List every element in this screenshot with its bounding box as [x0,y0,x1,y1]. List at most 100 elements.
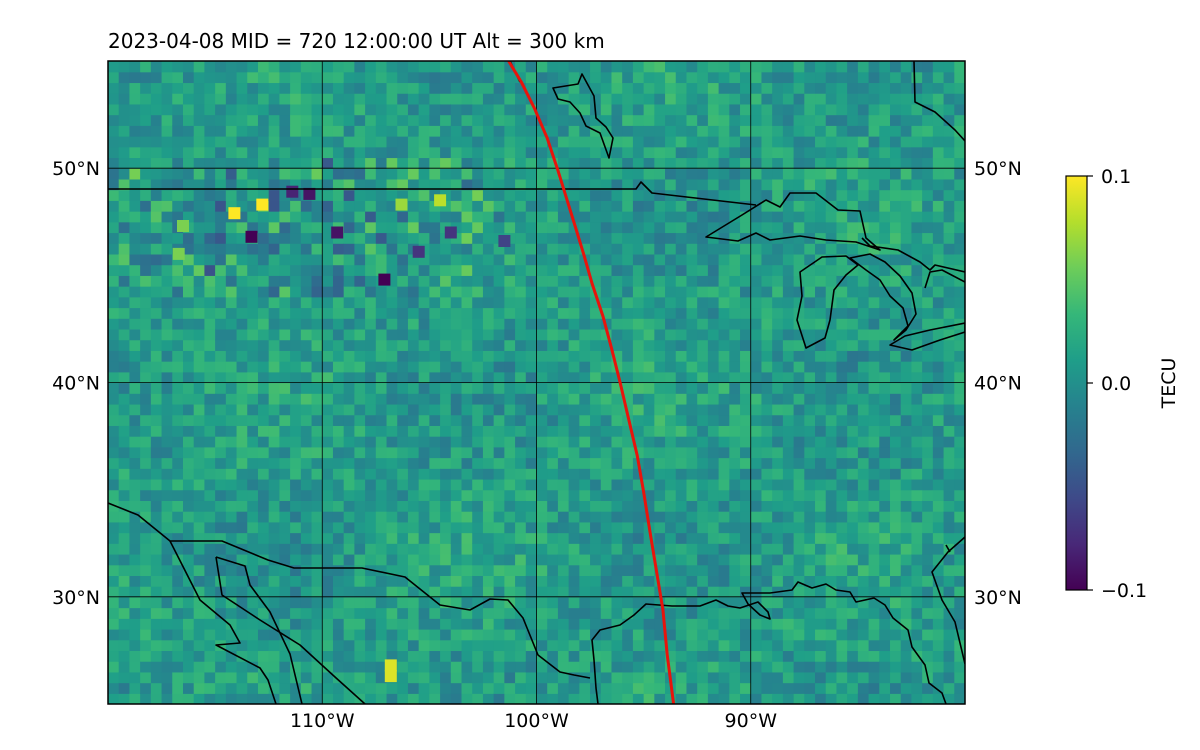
heatmap-cell [782,693,795,704]
heatmap-cell [375,618,388,630]
heatmap-cell [290,618,302,630]
heatmap-cell [632,414,645,426]
heatmap-cell [397,511,409,523]
heatmap-cell [407,403,420,416]
heatmap-cell [118,425,131,437]
heatmap-cell [900,318,913,330]
heatmap-cell [922,521,934,534]
heatmap-cell [365,650,377,662]
heatmap-cell [407,446,420,459]
heatmap-cell [354,136,366,148]
heatmap-cell [718,500,730,512]
heatmap-cell [354,361,366,373]
heatmap-cell [311,157,323,169]
heatmap-cell [761,500,773,512]
heatmap-cell [429,425,441,437]
heatmap-cell [782,511,795,523]
heatmap-cell [247,200,259,212]
heatmap-cell [407,211,420,223]
heatmap-cell [686,125,698,137]
heatmap-cell [311,639,323,652]
heatmap-cell [761,607,773,619]
heatmap-cell [954,371,965,384]
heatmap-cell [761,211,773,223]
heatmap-cell [515,628,527,641]
heatmap-cell [493,371,505,384]
heatmap-cell [932,457,945,469]
heatmap-cell [268,61,280,73]
heatmap-cell [257,189,270,201]
heatmap-cell [257,403,270,416]
heatmap-cell [247,500,259,512]
heatmap-cell [225,682,238,694]
heatmap-cell [482,200,495,212]
heatmap-cell [193,93,206,105]
heatmap-cell [686,532,698,544]
heatmap-cell [611,221,623,234]
heatmap-cell [354,393,366,405]
heatmap-cell [525,478,538,491]
heatmap-cell [568,93,580,105]
heatmap-cell [407,178,420,191]
heatmap-cell [118,136,131,148]
heatmap-cell [322,671,334,684]
heatmap-cell [493,189,505,201]
heatmap-cell [954,136,965,148]
heatmap-cell [236,564,248,576]
heatmap-cell [418,650,430,662]
heatmap-cell [547,232,559,244]
heatmap-cell [740,575,752,587]
heatmap-cell [890,82,902,94]
heatmap-cell [782,543,795,555]
heatmap-cell [718,361,730,373]
heatmap-cell [290,607,302,619]
heatmap-cell [515,425,527,437]
heatmap-cell [118,275,131,287]
heatmap-cell [322,393,334,405]
heatmap-cell [622,328,634,341]
heatmap-cell [750,211,763,223]
heatmap-cell [922,125,934,137]
heatmap-cell [654,543,666,555]
heatmap-cell [718,232,730,244]
heatmap-cell [568,650,580,662]
heatmap-cell [654,114,666,126]
heatmap-cell [836,339,848,351]
heatmap-cell [311,543,323,555]
heatmap-cell [429,361,441,373]
heatmap-cell [343,661,355,673]
heatmap-cell [129,61,141,73]
heatmap-cell [193,103,206,116]
heatmap-cell [922,586,934,598]
heatmap-cell [600,157,613,169]
heatmap-cell [943,146,955,159]
heatmap-cell [247,575,259,587]
heatmap-cell [182,178,195,191]
heatmap-cell [729,414,741,426]
heatmap-cell [943,382,955,394]
heatmap-cell [172,382,184,394]
heatmap-cell [290,328,302,341]
heatmap-cell [279,468,291,480]
heatmap-cell [911,200,923,212]
heatmap-cell [707,361,720,373]
heatmap-cell [311,232,323,244]
heatmap-cell [622,103,634,116]
heatmap-cell [268,286,280,298]
heatmap-cell [697,61,709,73]
heatmap-cell [279,286,291,298]
heatmap-cell [257,382,270,394]
heatmap-cell [472,564,484,576]
heatmap-cell [300,607,313,619]
heatmap-cell [825,436,838,448]
heatmap-cell [900,468,913,480]
heatmap-cell [825,575,838,587]
heatmap-cell [686,414,698,426]
heatmap-cell [654,371,666,384]
heatmap-cell [622,489,634,501]
heatmap-cell [429,682,441,694]
heatmap-cell [472,393,484,405]
heatmap-cell [654,511,666,523]
heatmap-cell [472,446,484,459]
heatmap-cell [215,618,227,630]
